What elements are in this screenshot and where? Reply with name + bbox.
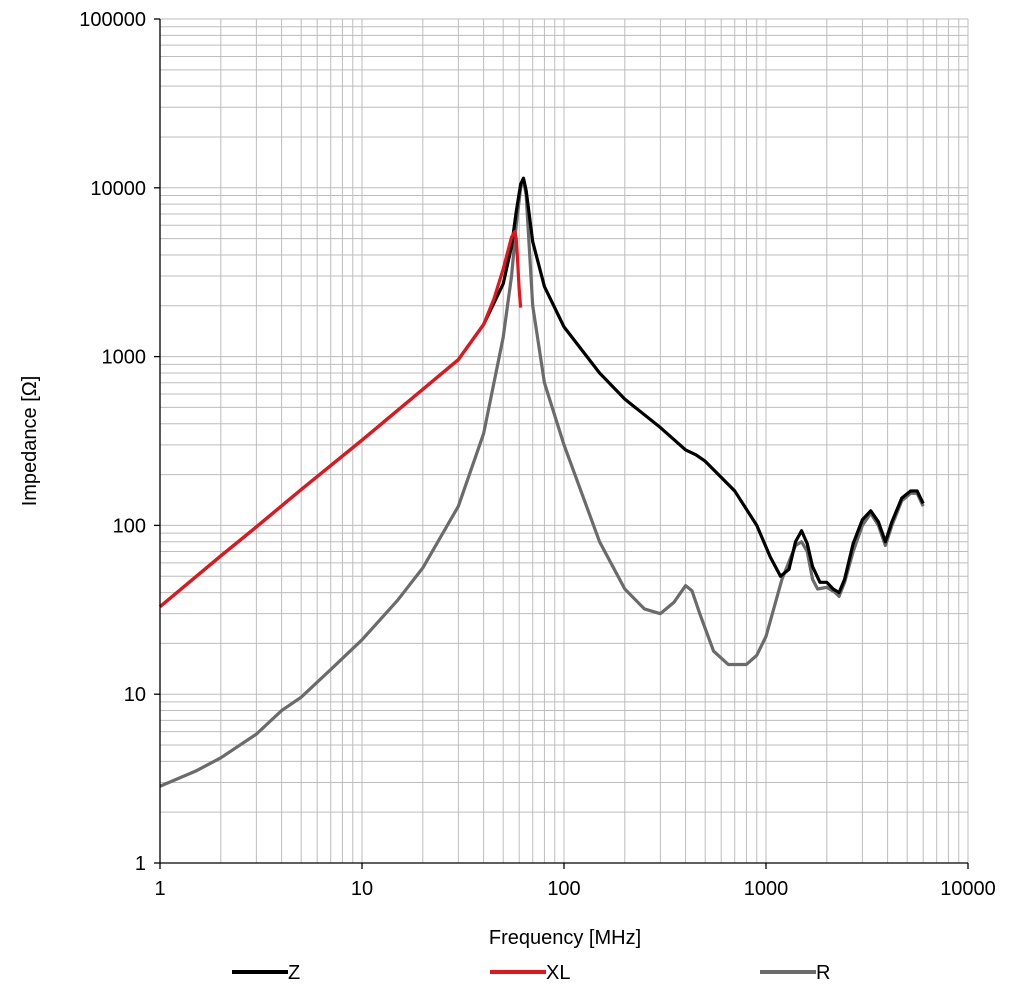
x-axis-title: Frequency [MHz] [489,927,641,949]
y-axis-title: Impedance [Ω] [19,376,41,507]
axes [154,18,969,869]
y-tick-label: 100000 [79,9,146,31]
y-tick-label: 10000 [90,178,146,200]
y-tick-labels: 1 10 100 1000 10000 100000 [79,9,146,875]
x-tick-label: 100 [547,878,580,900]
legend-label-xl: XL [546,962,570,984]
series-line-xl [158,230,523,608]
x-tick-label: 1000 [744,878,789,900]
x-tick-label: 10000 [940,878,996,900]
y-tick-label: 10 [124,684,146,706]
legend: Z XL R [232,962,830,984]
y-tick-label: 1000 [102,347,147,369]
x-tick-label: 1 [154,878,165,900]
x-tick-labels: 1 10 100 1000 10000 [154,878,995,900]
series-line-z [158,176,925,608]
legend-label-r: R [816,962,830,984]
series-line-r [159,177,925,788]
y-tick-label: 100 [113,515,146,537]
x-tick-label: 10 [351,878,373,900]
y-tick-label: 1 [135,853,146,875]
legend-label-z: Z [288,962,300,984]
series-lines [158,176,925,788]
